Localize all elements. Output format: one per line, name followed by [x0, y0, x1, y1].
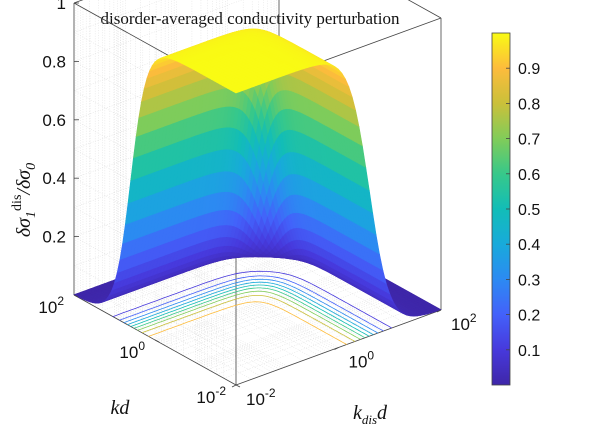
colorbar-tick-label: 0.4	[518, 237, 540, 254]
contour-line	[137, 290, 361, 340]
floor-grid-line	[176, 257, 339, 348]
floor-grid-line	[140, 270, 303, 361]
surface-facet	[232, 89, 241, 94]
contour-line	[130, 284, 370, 337]
x-axis-label: kdisd	[353, 402, 388, 427]
x-tick	[436, 309, 442, 313]
svg-text:δσ1dis/δσ0: δσ1dis/δσ0	[10, 163, 39, 237]
floor-grid-line	[117, 278, 280, 370]
colorbar-tick-label: 0.3	[518, 272, 540, 289]
z-tick-label: 1	[57, 0, 66, 13]
y-tick-label: 102	[38, 294, 64, 317]
x-tick-label: 100	[349, 349, 375, 372]
floor-grid-line	[98, 285, 261, 377]
x-tick	[334, 347, 339, 350]
floor-grid-line	[222, 240, 385, 331]
z-axis-label: δσ1dis/δσ0	[10, 163, 39, 237]
floor-grid-line	[212, 244, 375, 335]
contour-line	[112, 270, 392, 329]
contour-line	[133, 287, 366, 339]
colorbar-tick-label: 0.5	[518, 202, 540, 219]
x-tick-label: 10-2	[246, 386, 276, 409]
colorbar-tick-label: 0.7	[518, 132, 540, 149]
axis-ticks: 0.2 0.4 0.6 0.8 1 10-2 100 102 10-2 100 102	[38, 0, 477, 409]
floor-grid-line	[200, 248, 364, 339]
axes-edge	[407, 0, 442, 19]
floor-grid-line	[191, 251, 355, 343]
colorbar-tick-label: 0.9	[518, 61, 540, 78]
contour-line	[141, 295, 356, 342]
floor-grid-line	[89, 289, 252, 380]
y-tick-label: 10-2	[196, 384, 226, 407]
y-axis-label: kd	[111, 397, 131, 419]
floor-grid-line	[216, 299, 422, 375]
contour-line	[119, 275, 384, 332]
colorbar: 0.1 0.2 0.3 0.4 0.5 0.6 0.7 0.8 0.9	[491, 32, 540, 386]
z-tick-label: 0.8	[42, 52, 66, 71]
svg-text:kdisd: kdisd	[353, 402, 388, 427]
surface-plot	[73, 28, 442, 317]
contour-line	[148, 301, 347, 345]
y-tick-label: 100	[119, 339, 145, 362]
colorbar-tick-label: 0.1	[518, 343, 540, 360]
contour-line	[123, 278, 379, 334]
z-tick-label: 0.2	[42, 228, 66, 247]
colorbar-tick-label: 0.2	[518, 308, 540, 325]
floor-grid-line	[219, 241, 382, 332]
floor-grid-line	[155, 264, 319, 356]
floor-grid-line	[122, 276, 286, 368]
chart-title: disorder-averaged conductivity perturbat…	[101, 9, 400, 28]
y-tick	[154, 339, 160, 343]
z-tick-label: 0.6	[42, 111, 66, 130]
floor-grid-line	[165, 261, 328, 352]
x-tick	[231, 384, 237, 388]
floor-grid-line	[120, 277, 283, 369]
floor-grid-line	[125, 276, 288, 367]
colorbar-tick-label: 0.6	[518, 167, 540, 184]
z-tick-label: 0.4	[42, 169, 66, 188]
floor-grid-line	[113, 280, 277, 371]
colorbar-tick-label: 0.8	[518, 96, 540, 113]
floor-grid-line	[243, 232, 406, 324]
floor-grid-line	[225, 239, 388, 330]
contour-projection	[112, 270, 392, 345]
floor-grid-line	[171, 259, 334, 350]
y-tick	[235, 384, 241, 388]
floor-grid-line	[227, 238, 390, 329]
wall-grid-line	[73, 265, 237, 357]
x-tick-label: 102	[451, 311, 477, 334]
y-tick	[73, 294, 79, 298]
floor-grid-line	[174, 258, 337, 349]
contour-line	[127, 281, 374, 336]
